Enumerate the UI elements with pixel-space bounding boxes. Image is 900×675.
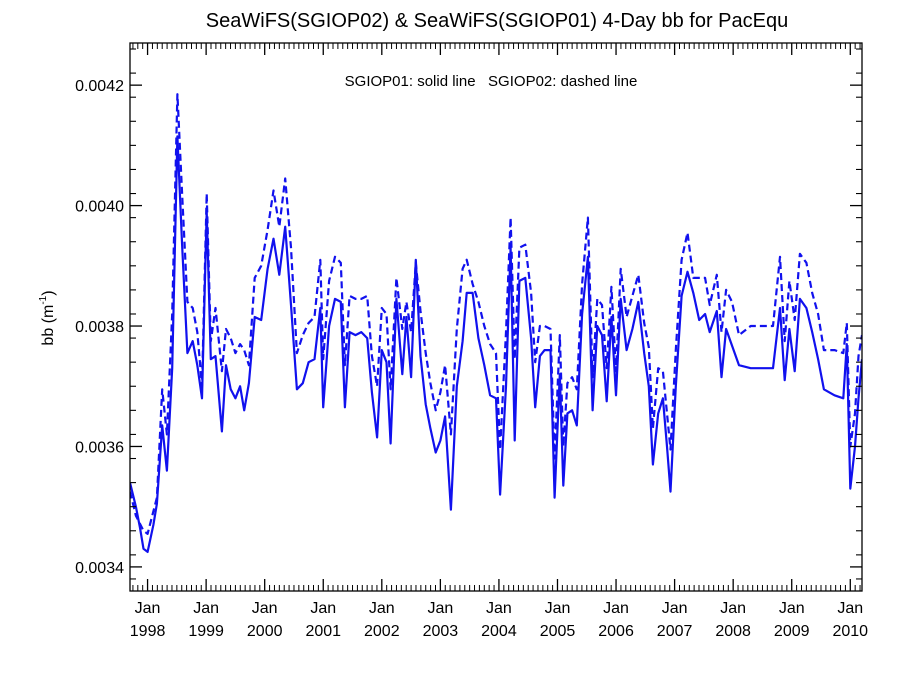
- x-tick-label-month: Jan: [427, 600, 453, 617]
- x-tick-label-month: Jan: [369, 600, 395, 617]
- y-tick-label: 0.0042: [75, 78, 124, 95]
- y-axis-label: bb (m-1): [38, 290, 57, 345]
- x-tick-label-year: 2008: [715, 623, 751, 640]
- plot-frame: [129, 42, 863, 592]
- x-tick-label-year: 2000: [247, 623, 283, 640]
- x-tick-label-month: Jan: [252, 600, 278, 617]
- x-tick-label-month: Jan: [779, 600, 805, 617]
- x-tick-label-year: 2003: [423, 623, 459, 640]
- y-axis-label-suffix: ): [40, 290, 57, 295]
- x-tick-label-year: 2010: [832, 623, 868, 640]
- x-tick-label-month: Jan: [193, 600, 219, 617]
- plot-area: [130, 93, 862, 553]
- x-tick-label-year: 2009: [774, 623, 810, 640]
- x-tick-label-month: Jan: [837, 600, 863, 617]
- x-tick-label-year: 2002: [364, 623, 400, 640]
- y-tick-label: 0.0034: [75, 560, 124, 577]
- x-tick-label-month: Jan: [603, 600, 629, 617]
- x-tick-label-year: 2006: [598, 623, 634, 640]
- series-line-solid: [130, 135, 862, 553]
- x-tick-label-year: 1998: [130, 623, 166, 640]
- y-axis-label-superscript: -1: [38, 295, 49, 304]
- y-tick-label: 0.0038: [75, 319, 124, 336]
- x-tick-label-year: 2005: [540, 623, 576, 640]
- series-line-dashed: [130, 93, 862, 535]
- line-style-annotation: SGIOP01: solid line SGIOP02: dashed line: [345, 73, 638, 90]
- x-tick-label-year: 2001: [305, 623, 341, 640]
- x-tick-label-year: 2007: [657, 623, 693, 640]
- x-tick-label-month: Jan: [135, 600, 161, 617]
- y-axis-label-text: bb (m-1): [38, 290, 57, 345]
- x-tick-label-month: Jan: [486, 600, 512, 617]
- chart-title: SeaWiFS(SGIOP02) & SeaWiFS(SGIOP01) 4-Da…: [206, 10, 788, 32]
- y-tick-label: 0.0036: [75, 439, 124, 456]
- y-axis-label-prefix: bb (m: [40, 305, 57, 346]
- x-tick-label-month: Jan: [545, 600, 571, 617]
- x-tick-label-month: Jan: [310, 600, 336, 617]
- x-tick-label-month: Jan: [662, 600, 688, 617]
- y-tick-label: 0.0040: [75, 199, 124, 216]
- x-tick-label-month: Jan: [720, 600, 746, 617]
- x-tick-label-year: 1999: [188, 623, 224, 640]
- x-tick-label-year: 2004: [481, 623, 517, 640]
- axes: 0.0034 0.0036 0.0038 0.0040 0.0042 Jan 1998 Jan…: [75, 42, 868, 640]
